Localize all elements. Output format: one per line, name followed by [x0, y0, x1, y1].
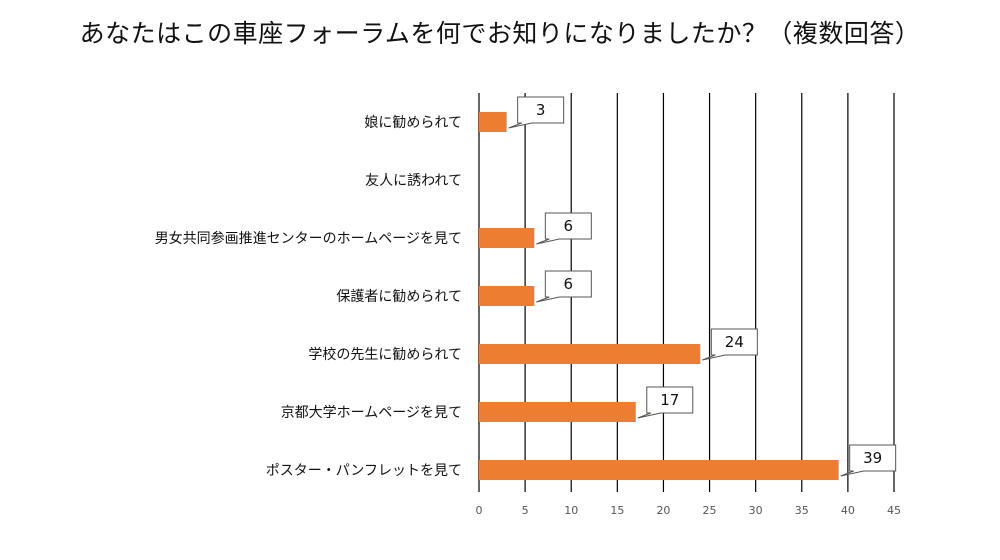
- data-label-callout: [702, 328, 758, 361]
- category-label: 学校の先生に勧められて: [308, 346, 462, 363]
- x-tick-label: 5: [522, 504, 529, 517]
- data-label-callout: [536, 212, 592, 245]
- x-tick-label: 35: [795, 504, 809, 517]
- category-label: 京都大学ホームページを見て: [281, 405, 462, 421]
- x-tick-label: 10: [564, 504, 578, 517]
- data-label-callout: [536, 270, 592, 303]
- x-tick-label: 40: [841, 504, 855, 517]
- category-label: 友人に誘われて: [365, 173, 462, 189]
- data-label: 39: [863, 449, 882, 467]
- category-label: 保護者に勧められて: [336, 288, 462, 305]
- bar: [479, 228, 535, 248]
- bar: [479, 402, 636, 422]
- x-tick-label: 45: [887, 504, 901, 517]
- x-tick-label: 25: [703, 504, 717, 517]
- bar: [479, 112, 507, 132]
- category-label: 娘に勧められて: [364, 114, 462, 131]
- bar: [479, 460, 839, 480]
- data-label: 3: [536, 101, 546, 119]
- bar: [479, 286, 535, 306]
- x-tick-label: 30: [749, 504, 763, 517]
- bar: [479, 344, 701, 364]
- data-label-callout: [508, 96, 565, 129]
- gridlines: [478, 93, 895, 492]
- data-label: 17: [660, 391, 679, 409]
- x-tick-label: 20: [656, 504, 670, 517]
- x-tick-label: 15: [610, 504, 624, 517]
- chart-title: あなたはこの車座フォーラムを何でお知りになりましたか？（複数回答）: [79, 19, 921, 48]
- category-label: 男女共同参画推進センターのホームページを見て: [155, 230, 462, 247]
- data-label-callout: [840, 444, 897, 477]
- data-label: 6: [564, 217, 574, 235]
- category-labels: 娘に勧められて友人に誘われて男女共同参画推進センターのホームページを見て保護者に…: [155, 114, 462, 479]
- data-label: 24: [725, 333, 744, 351]
- data-label: 6: [564, 275, 574, 293]
- category-label: ポスター・パンフレットを見て: [266, 463, 462, 479]
- x-tick-label: 0: [476, 504, 483, 517]
- data-label-callout: [637, 386, 694, 419]
- x-tick-labels: 0 5 10 15 20 25 30 35 40 45: [476, 504, 902, 517]
- bars: [479, 112, 839, 480]
- data-labels: 3 6 6 24 17 39: [508, 96, 897, 477]
